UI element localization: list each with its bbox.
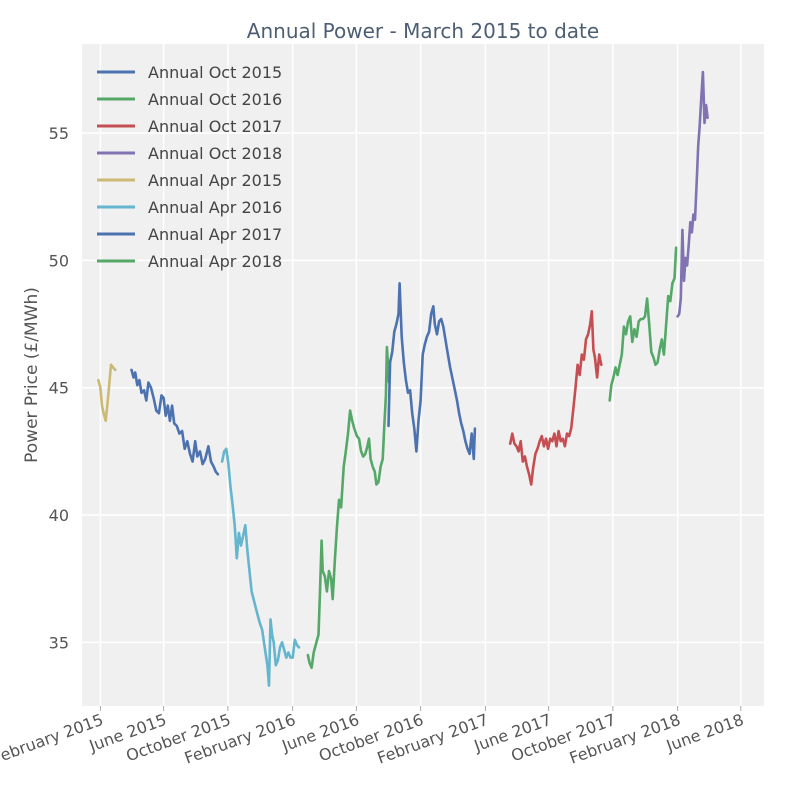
y-tick-label: 45	[49, 379, 69, 398]
legend-label: Annual Apr 2018	[148, 252, 282, 271]
legend-label: Annual Oct 2017	[148, 117, 282, 136]
legend-label: Annual Apr 2017	[148, 225, 282, 244]
y-tick-label: 55	[49, 124, 69, 143]
series-line	[130, 368, 220, 476]
legend-label: Annual Oct 2015	[148, 63, 282, 82]
legend-label: Annual Apr 2016	[148, 198, 282, 217]
series-line	[97, 363, 117, 423]
series-line	[608, 246, 678, 402]
legend: Annual Oct 2015 Annual Oct 2016 Annual Oct…	[97, 63, 282, 271]
series-line	[306, 345, 391, 670]
series-lines	[97, 70, 709, 687]
chart-title: Annual Power - March 2015 to date	[247, 19, 599, 43]
legend-label: Annual Oct 2016	[148, 90, 282, 109]
series-line	[676, 70, 709, 318]
y-tick-label: 35	[49, 633, 69, 652]
series-line	[387, 282, 477, 461]
legend-label: Annual Oct 2018	[148, 144, 282, 163]
legend-label: Annual Apr 2015	[148, 171, 282, 190]
series-line	[508, 310, 603, 486]
y-tick-label: 40	[49, 506, 69, 525]
y-tick-label: 50	[49, 251, 69, 270]
y-axis-label: Power Price (£/MWh)	[22, 287, 42, 463]
y-tick-labels: 35 40 45 50 55	[49, 124, 69, 652]
series-line	[220, 447, 301, 687]
